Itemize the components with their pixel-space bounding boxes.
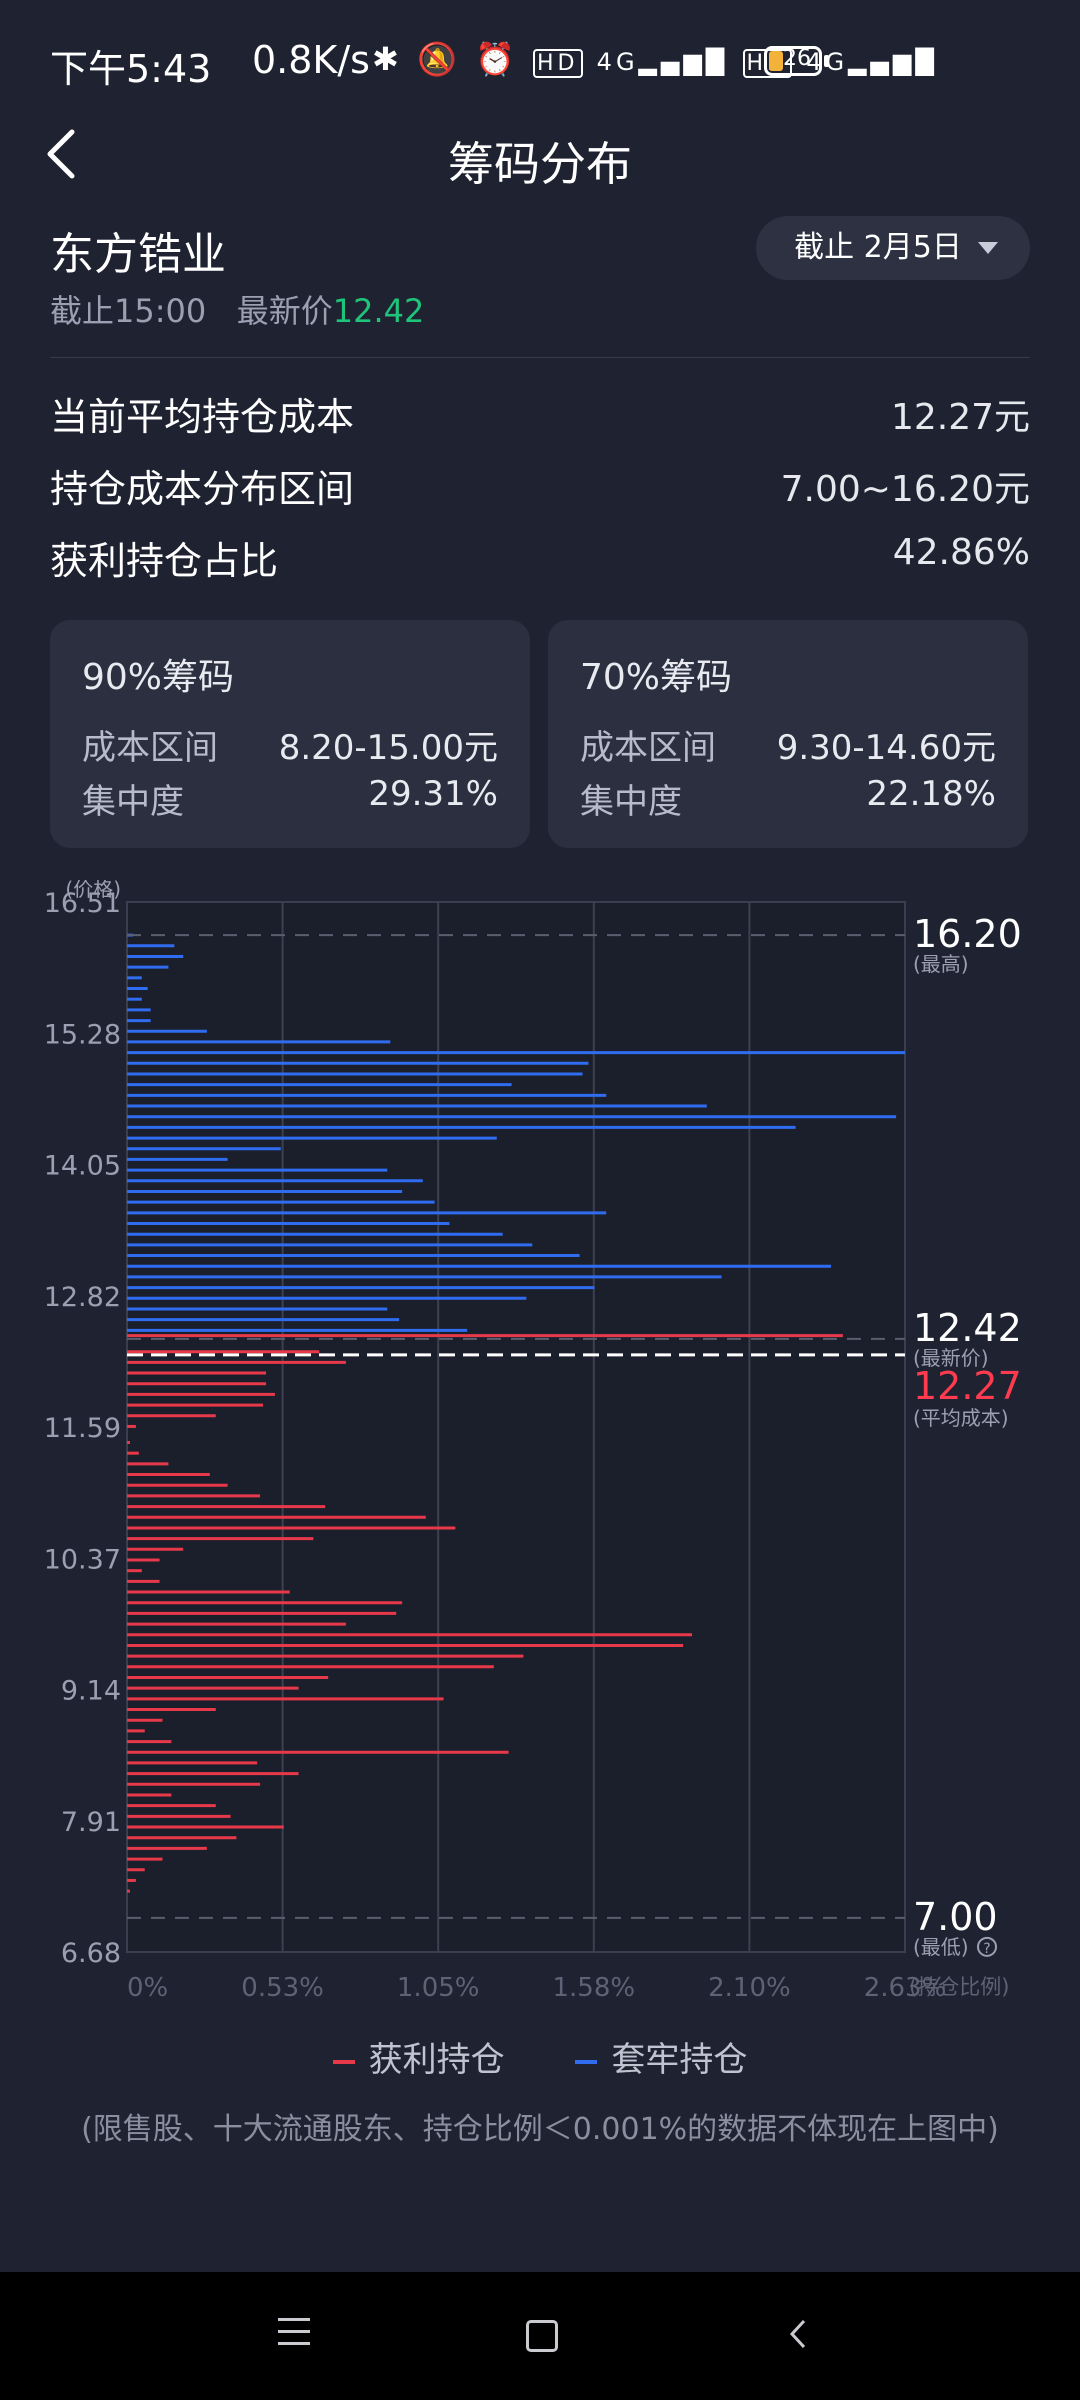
latest-price: 12.42 [332,292,425,330]
menu-icon[interactable] [278,2318,310,2354]
y-tick-label: 14.05 [44,1151,121,1182]
x-tick-label: 0% [127,1973,168,2003]
x-tick-label: 2.63% [864,1973,947,2003]
system-nav-bar [0,2272,1080,2400]
battery-tip [824,55,829,67]
card-range-label: 成本区间 [82,728,218,768]
battery-icon: 26 [764,46,822,76]
battery-level: 26 [783,46,811,71]
chart-legend: 获利持仓 套牢持仓 [0,2032,1080,2081]
y-tick-label: 9.14 [61,1676,121,1707]
x-tick-label: 2.10% [708,1973,791,2003]
y-tick-label: 10.37 [44,1544,121,1575]
page-title: 筹码分布 [448,137,632,191]
chip-card-90: 90%筹码 成本区间 8.20-15.00元 集中度 29.31% [50,620,530,848]
battery-fill [769,51,783,71]
profit-ratio-label: 获利持仓占比 [50,539,279,583]
marker-label: (平均成本) [913,1406,1009,1430]
plot-area [126,901,906,1953]
marker-label: (最高) [913,952,969,976]
legend-trapped: 套牢持仓 [575,2032,747,2081]
card-conc-value: 29.31% [368,774,498,814]
card-title: 90%筹码 [82,657,235,698]
x-tick-label: 1.58% [552,1973,635,2003]
x-axis-label: (持仓比例) [909,1975,1009,1999]
divider [50,357,1030,358]
status-time: 下午5:43 [50,47,212,91]
y-tick-label: 12.82 [44,1282,121,1313]
y-tick-label: 15.28 [44,1019,121,1050]
status-bar: 下午5:43 0.8K/s ✱ 🔕 ⏰ HD 4G▂▄▆█ HD 4G▂▄▆█ … [0,0,1080,130]
chevron-down-icon [978,242,998,254]
y-tick-label: 16.51 [44,888,121,919]
y-tick-label: 6.68 [61,1938,121,1969]
stock-subtitle: 截止15:00 最新价12.42 [50,286,424,332]
profit-ratio-value: 42.86% [892,532,1030,573]
card-range-value: 9.30-14.60元 [776,728,996,768]
card-conc-label: 集中度 [580,782,682,822]
status-icons: ✱ 🔕 ⏰ HD 4G▂▄▆█ HD 4G▂▄▆█ [372,40,938,78]
marker-value: 12.27 [913,1364,1022,1408]
help-icon-glyph: ? [983,1941,990,1957]
cost-range-value: 7.00~16.20元 [780,469,1030,510]
silent-icon: 🔕 [416,40,461,78]
nav-back-icon[interactable] [782,2317,816,2351]
cost-range-label: 持仓成本分布区间 [50,467,355,511]
date-selector-label: 截止 2月5日 [794,230,962,265]
card-range-value: 8.20-15.00元 [278,728,498,768]
date-selector[interactable]: 截止 2月5日 [756,216,1030,280]
x-tick-label: 0.53% [241,1973,324,2003]
signal-4g-icon: 4G▂▄▆█ [596,48,729,76]
legend-trapped-label: 套牢持仓 [611,2040,748,2080]
home-icon[interactable] [526,2320,558,2352]
marker-label: (最低) [913,1935,969,1959]
marker-label: (最新价) [913,1346,989,1370]
marker-value: 7.00 [913,1895,998,1939]
avg-cost-label: 当前平均持仓成本 [50,395,355,439]
avg-cost-value: 12.27元 [890,397,1030,438]
status-net-speed: 0.8K/s [252,38,370,82]
help-icon [977,1936,997,1957]
legend-trapped-swatch [575,2059,598,2064]
legend-profit-swatch [332,2059,355,2064]
latest-price-label: 最新价 [236,292,333,330]
chip-card-70: 70%筹码 成本区间 9.30-14.60元 集中度 22.18% [548,620,1028,848]
y-axis-label: (价格) [65,880,121,901]
hd-icon: HD [533,49,583,78]
alarm-icon: ⏰ [475,40,519,78]
card-range-label: 成本区间 [580,728,716,768]
bluetooth-icon: ✱ [372,40,403,78]
chart-note: (限售股、十大流通股东、持仓比例＜0.001%的数据不体现在上图中) [81,2112,999,2147]
chip-distribution-chart: 16.51 15.28 14.05 12.82 11.59 10.37 9.14 7.91 6.… [44,880,1022,2003]
marker-value: 12.42 [913,1306,1022,1350]
x-tick-label: 1.05% [397,1973,480,2003]
marker-value: 16.20 [913,912,1022,956]
legend-profit-label: 获利持仓 [368,2040,505,2080]
y-tick-label: 7.91 [61,1807,121,1838]
card-conc-label: 集中度 [82,782,184,822]
cutoff-time: 截止15:00 [50,292,207,330]
y-tick-label: 11.59 [44,1413,121,1444]
card-conc-value: 22.18% [866,774,996,814]
back-icon[interactable] [36,124,96,184]
stock-name: 东方锆业 [50,229,226,280]
legend-profit: 获利持仓 [332,2032,505,2081]
card-title: 70%筹码 [580,657,733,698]
